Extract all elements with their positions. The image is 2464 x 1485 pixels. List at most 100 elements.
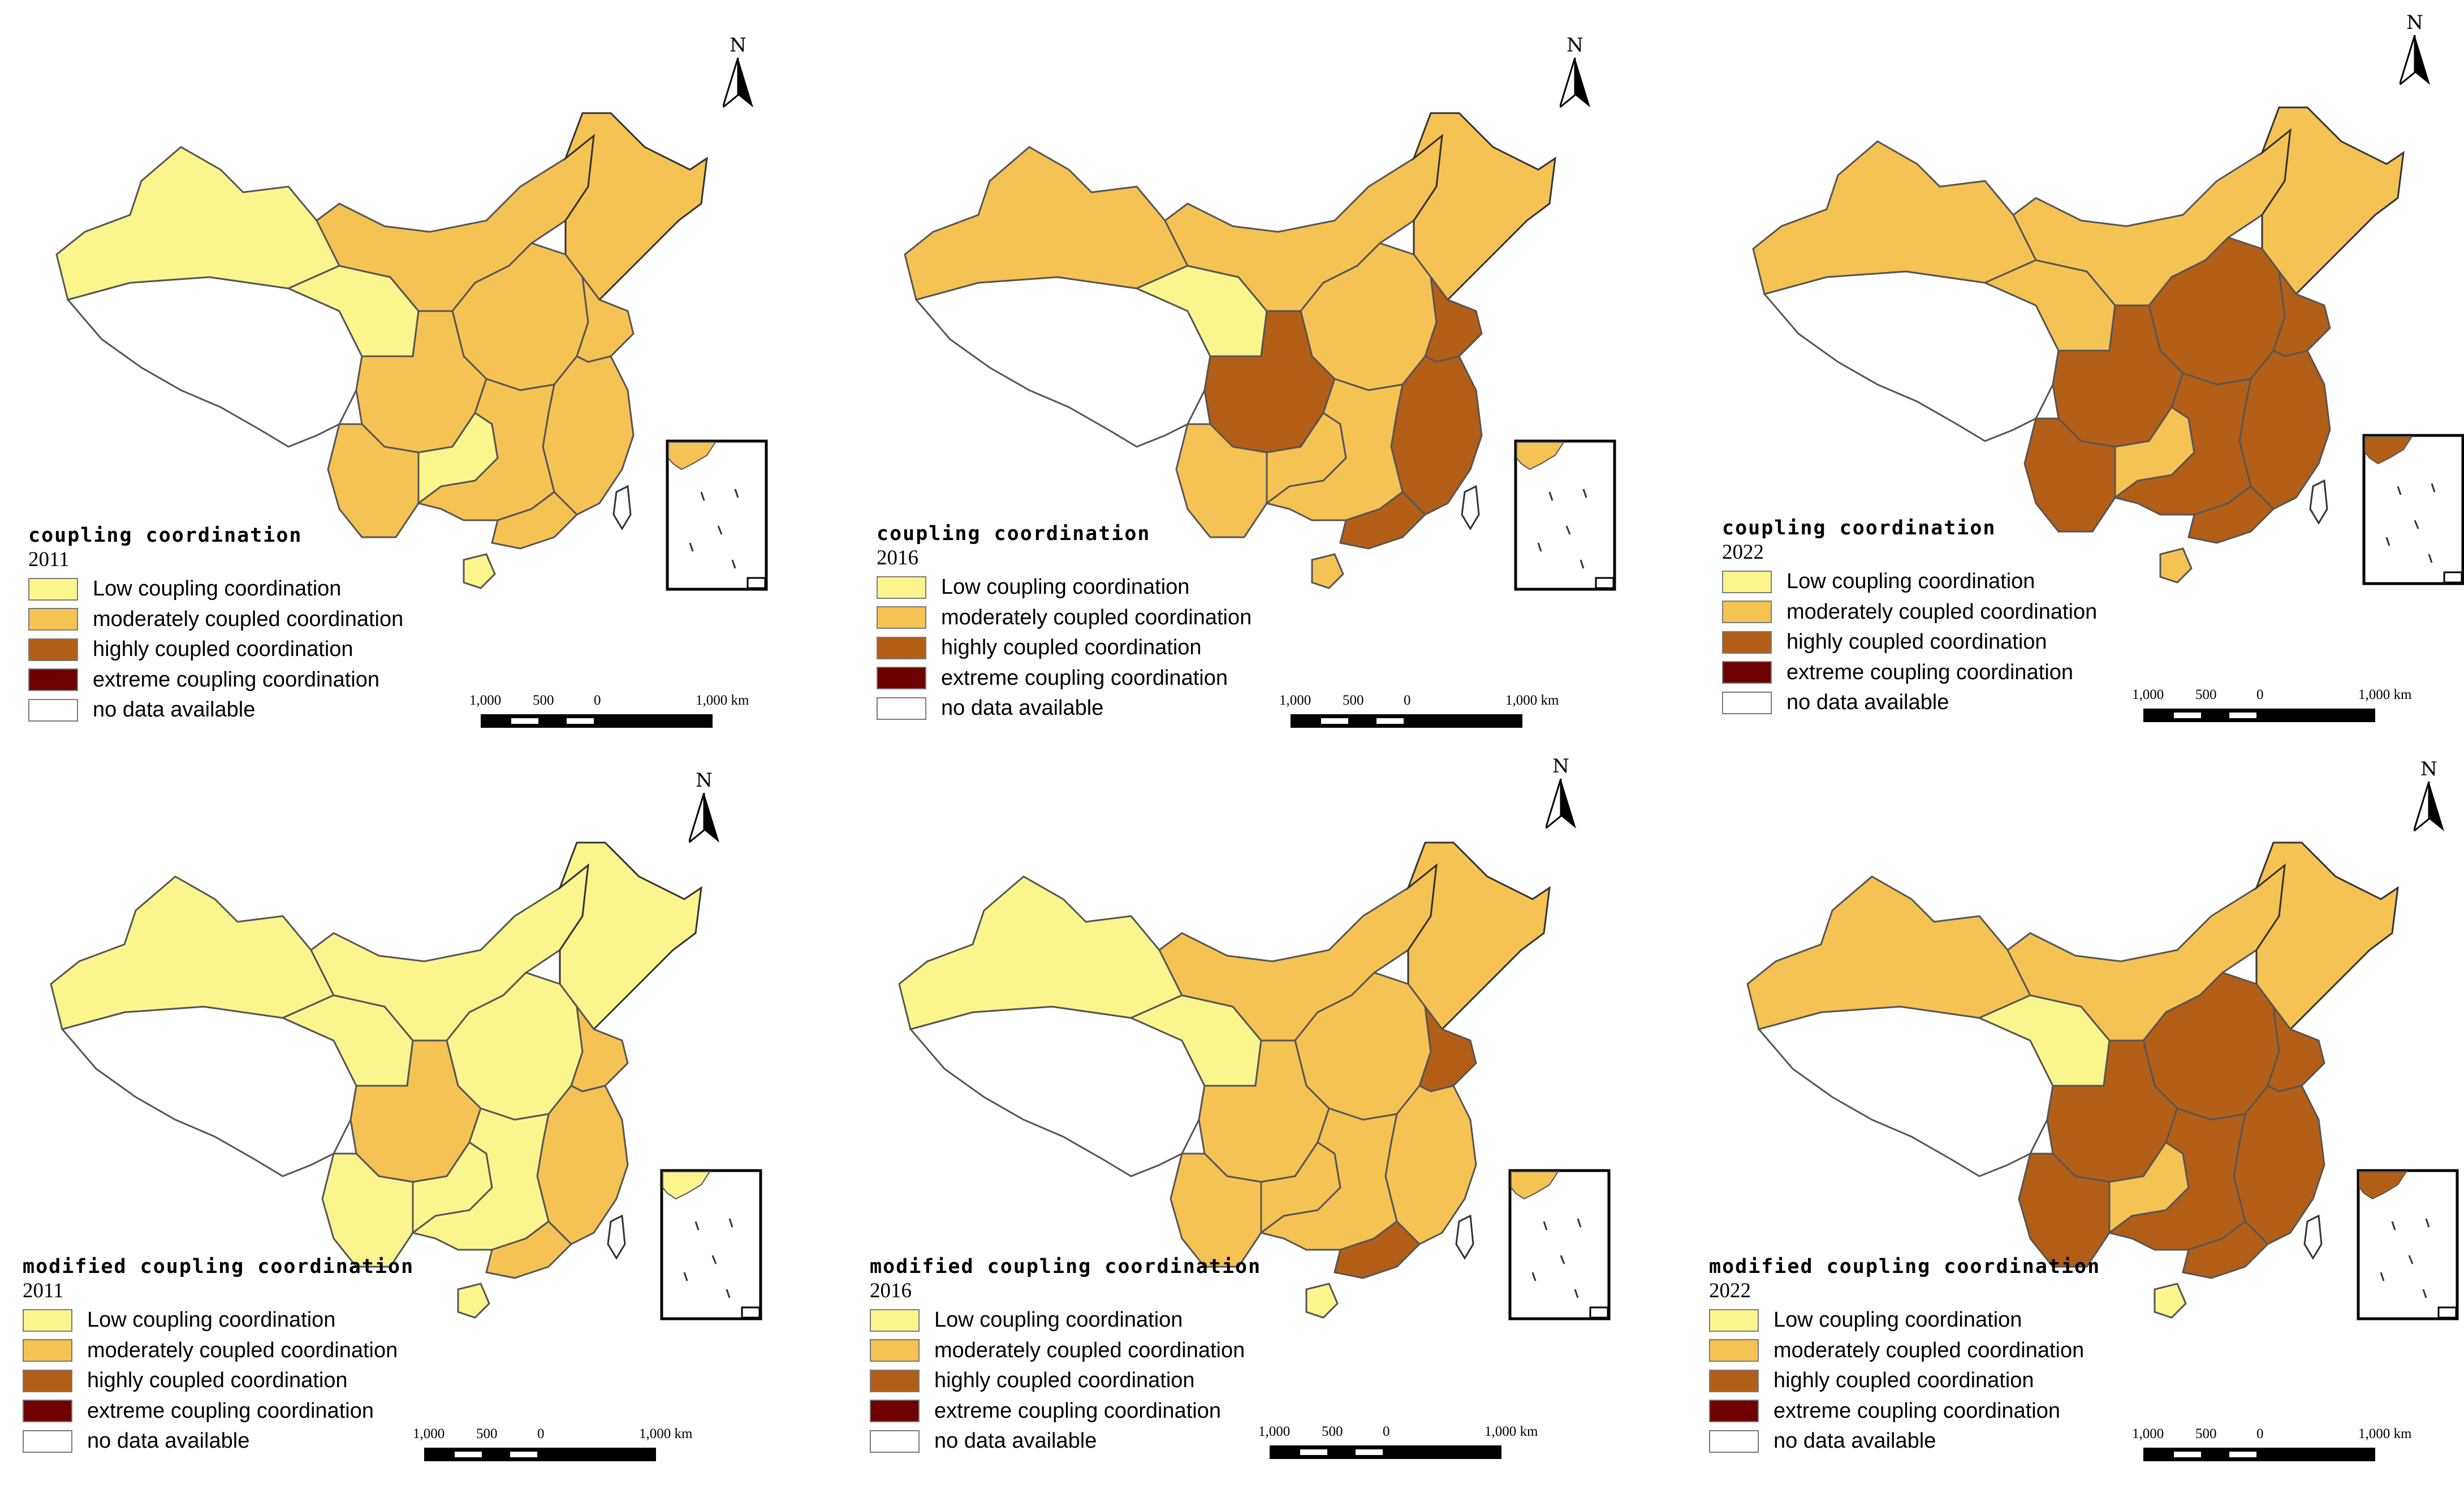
legend-label-moderate: moderately coupled coordination [1773, 1338, 2085, 1362]
legend-item-high: highly coupled coordination [877, 633, 1306, 663]
scale-label: 0 [537, 1426, 545, 1441]
legend-label-high: highly coupled coordination [1786, 630, 2047, 654]
north-label: N [2406, 11, 2423, 34]
north-arrow: N [718, 34, 758, 107]
scale-bar-graphic [424, 1448, 656, 1461]
scale-label: 500 [533, 693, 554, 708]
swatch-high [1709, 1369, 1759, 1392]
inset-coast [1516, 442, 1565, 470]
region-xinjiang [50, 875, 335, 1030]
legend-label-extreme: extreme coupling coordination [941, 666, 1228, 690]
inset-islands [683, 1218, 733, 1298]
region-hainan [457, 1283, 490, 1319]
legend-label-extreme: extreme coupling coordination [1773, 1398, 2060, 1423]
scale-bar-graphic [1291, 714, 1522, 728]
legend-label-low: Low coupling coordination [1786, 569, 2035, 594]
north-arrow-icon [723, 58, 753, 107]
north-label: N [1567, 34, 1583, 57]
swatch-extreme [870, 1400, 920, 1423]
swatch-low [870, 1309, 920, 1332]
north-arrow-icon [1546, 779, 1576, 828]
north-label: N [730, 34, 746, 57]
scale-bar-graphic [2143, 709, 2375, 722]
china-province-map [898, 841, 1611, 1320]
north-label: N [2420, 758, 2437, 780]
swatch-none [23, 1430, 72, 1453]
inset-corner-box [1595, 577, 1615, 589]
scale-label: 500 [2195, 1426, 2217, 1441]
region-xinjiang [1746, 875, 2032, 1030]
swatch-none [1722, 691, 1772, 714]
north-arrow-icon [2400, 35, 2430, 85]
legend-label-none: no data available [93, 698, 256, 722]
legend: modified coupling coordination 2016 Low … [870, 1254, 1300, 1457]
scale-bar: 1,000 500 0 1,000 km [2132, 687, 2411, 732]
map-panel-coupling-2022 [1719, 11, 2464, 746]
region-yunnan [321, 1152, 414, 1268]
swatch-moderate [1709, 1339, 1759, 1362]
legend-item-high: highly coupled coordination [28, 634, 458, 665]
north-arrow: N [2409, 758, 2449, 831]
scale-label: 1,000 [469, 693, 502, 708]
legend-label-none: no data available [934, 1429, 1097, 1453]
legend-item-low: Low coupling coordination [1709, 1305, 2139, 1336]
legend-year: 2011 [23, 1279, 64, 1302]
region-yunnan [1170, 1152, 1262, 1268]
legend-label-high: highly coupled coordination [1773, 1369, 2034, 1393]
region-northeast [558, 841, 702, 1031]
legend-item-moderate: moderately coupled coordination [23, 1336, 452, 1366]
region-tibet [1757, 1005, 2054, 1177]
region-northeast [2254, 841, 2399, 1031]
region-northeast [563, 112, 708, 301]
swatch-none [877, 697, 926, 720]
legend-label-none: no data available [87, 1429, 250, 1453]
legend-item-extreme: extreme coupling coordination [870, 1396, 1300, 1427]
legend-year: 2022 [1709, 1279, 1751, 1302]
inset-corner-box [746, 577, 766, 589]
map-panel-modified-2011 [17, 746, 837, 1482]
swatch-high [877, 636, 926, 659]
north-label: N [1552, 755, 1569, 778]
region-tibet [66, 276, 363, 448]
scale-label: 1,000 km [1505, 693, 1559, 708]
scale-label: 0 [1383, 1424, 1390, 1439]
region-tibet [61, 1005, 357, 1177]
map-panel-modified-2022 [1714, 746, 2464, 1482]
region-tibet [1763, 270, 2060, 442]
swatch-none [870, 1430, 920, 1453]
china-province-map [1746, 841, 2459, 1320]
region-taiwan [1455, 1214, 1474, 1260]
north-arrow: N [1541, 755, 1581, 828]
region-xinjiang [904, 146, 1189, 301]
legend-label-low: Low coupling coordination [93, 577, 342, 601]
scale-label: 0 [2256, 687, 2264, 702]
region-northeast [1412, 112, 1556, 301]
swatch-moderate [1722, 601, 1772, 624]
region-hainan [1305, 1283, 1339, 1319]
legend-year: 2011 [28, 548, 70, 571]
region-hainan [1311, 553, 1344, 589]
region-yunnan [2018, 1152, 2111, 1268]
inset-coast [668, 442, 717, 470]
scale-label: 500 [2195, 687, 2217, 702]
inset-corner-box [2437, 1306, 2457, 1319]
region-xinjiang [55, 146, 341, 301]
region-guangdong [1334, 1220, 1421, 1279]
legend-item-none: no data available [23, 1426, 452, 1457]
scale-bar: 1,000 500 0 1,000 km [1279, 693, 1559, 738]
swatch-high [23, 1369, 72, 1392]
legend-title: modified coupling coordination [23, 1255, 415, 1278]
legend-label-moderate: moderately coupled coordination [1786, 599, 2098, 624]
china-province-map [904, 112, 1616, 591]
scale-label: 0 [594, 693, 601, 708]
legend-item-none: no data available [1722, 688, 2152, 718]
map-panel-coupling-2016 [871, 17, 1691, 752]
scale-label: 1,000 [2132, 687, 2164, 702]
legend-label-high: highly coupled coordination [87, 1369, 348, 1393]
china-province-map [50, 841, 762, 1320]
swatch-extreme [28, 668, 78, 692]
swatch-low [1722, 570, 1772, 593]
legend-item-low: Low coupling coordination [1722, 567, 2152, 597]
scale-bar: 1,000 500 0 1,000 km [1258, 1424, 1538, 1469]
region-taiwan [2309, 479, 2328, 525]
